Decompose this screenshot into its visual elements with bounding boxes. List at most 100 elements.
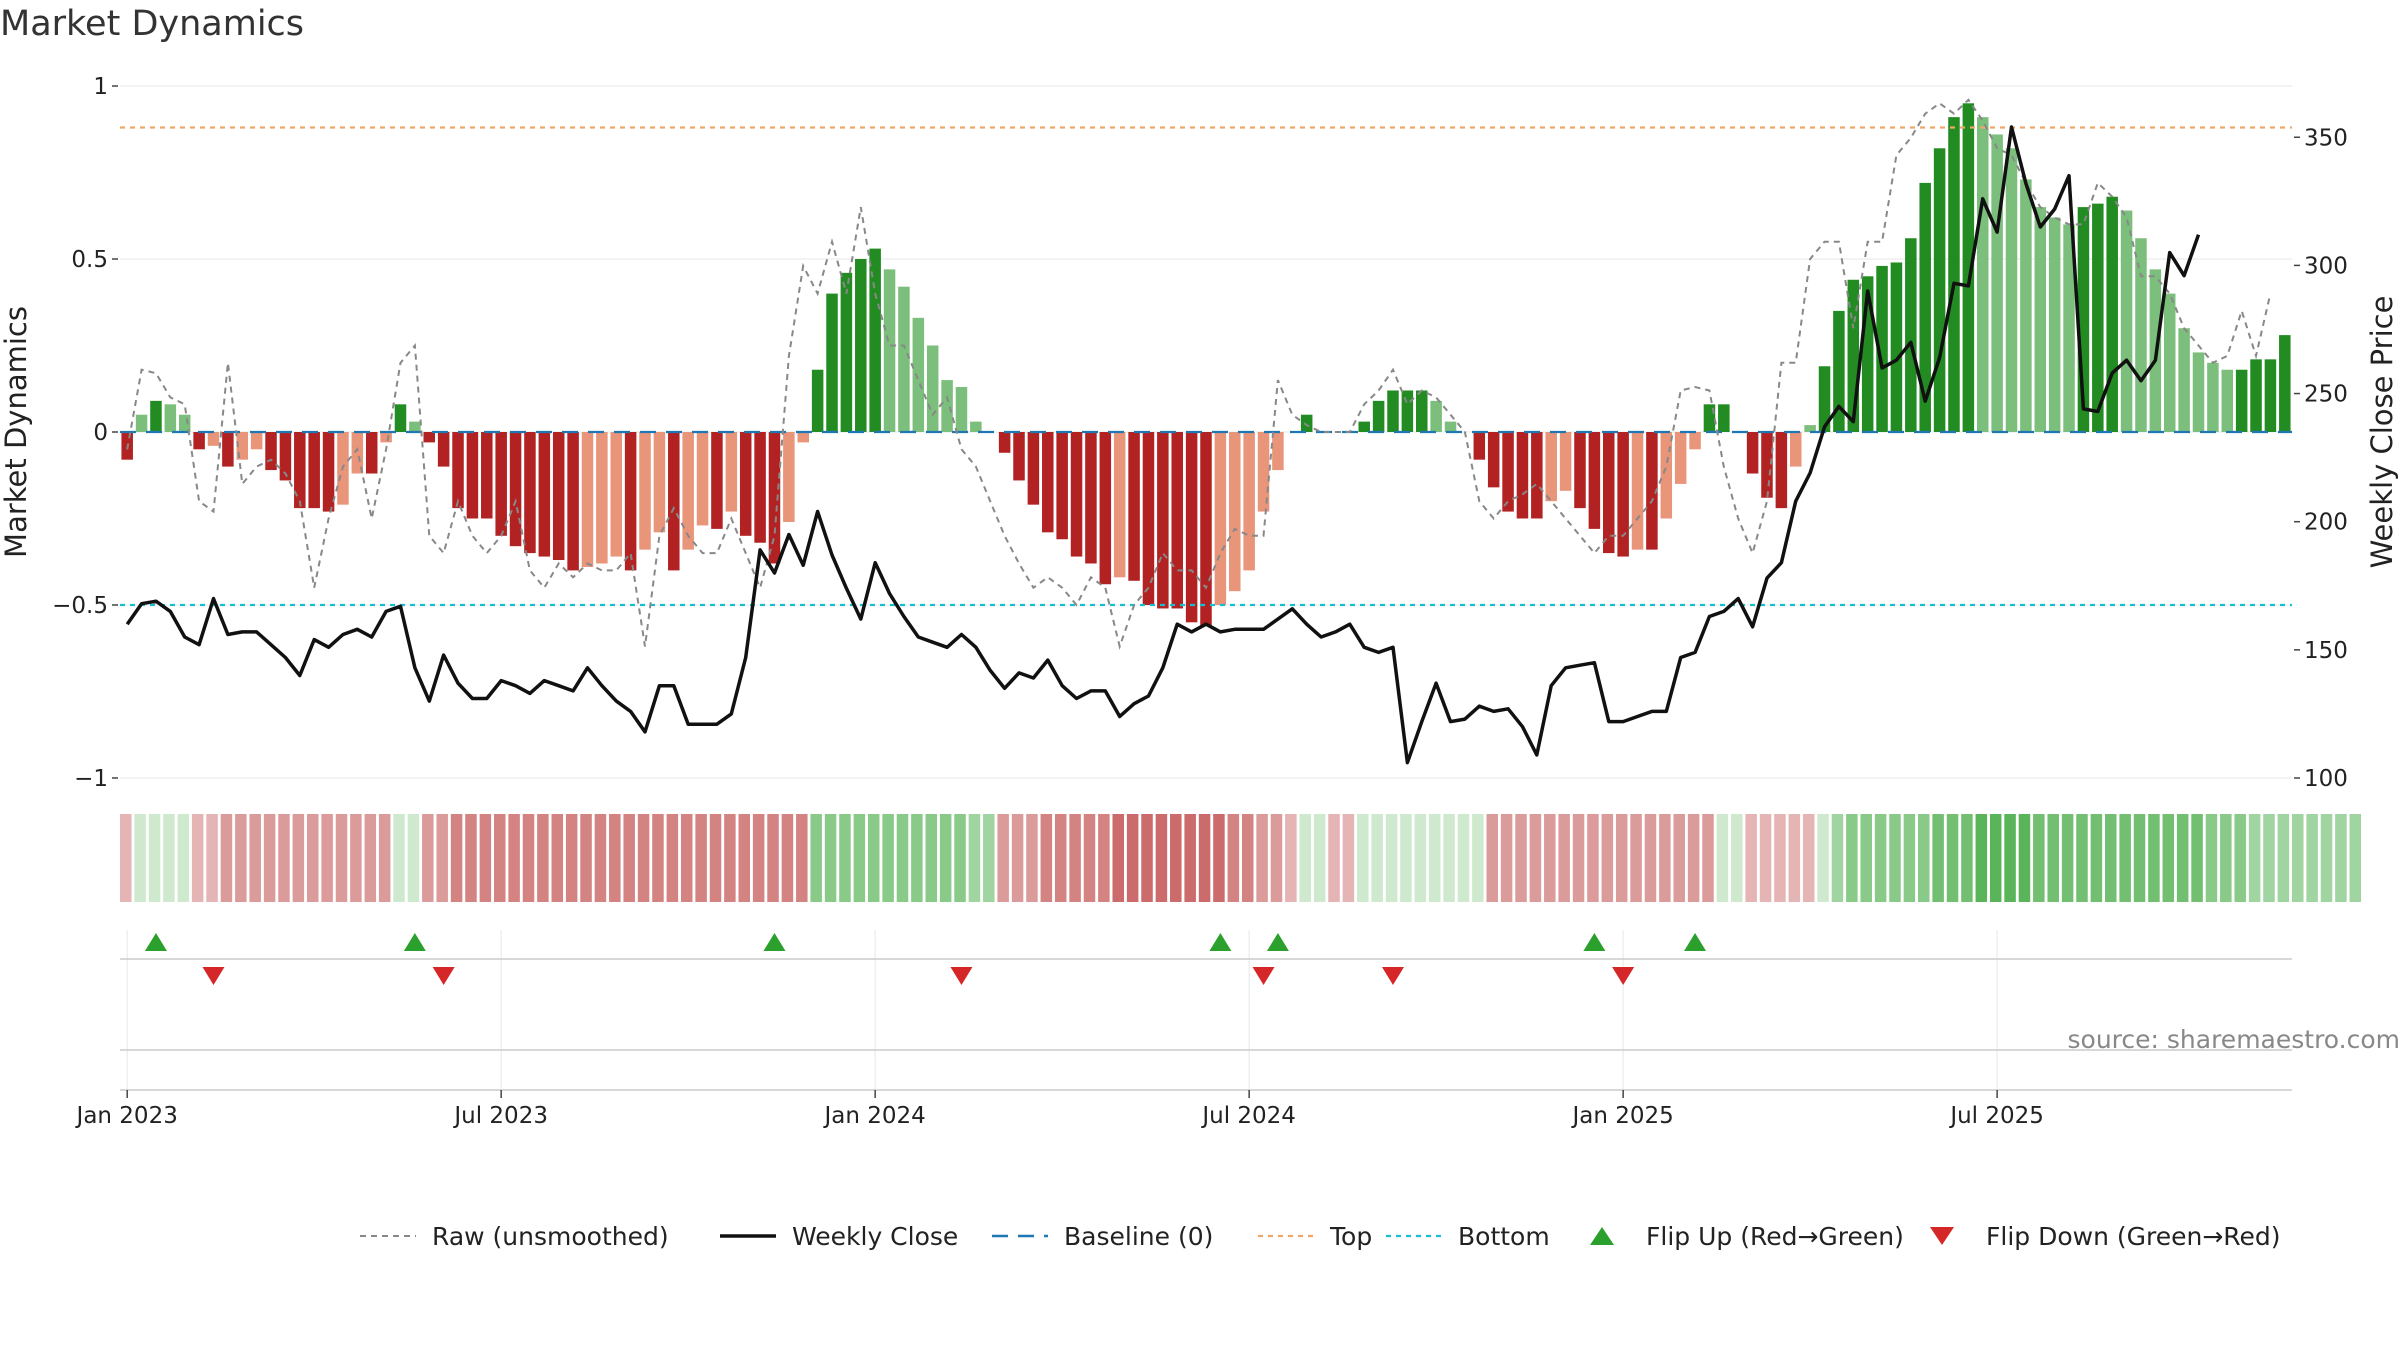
dynamics-bar — [912, 317, 925, 432]
dynamics-bar — [1603, 432, 1615, 554]
dynamics-bar — [840, 272, 853, 432]
dynamics-bar — [2135, 238, 2147, 432]
strip-cell — [666, 814, 679, 902]
strip-cell — [1745, 814, 1757, 902]
strip-cell — [120, 814, 132, 902]
x-tick-label: Jan 2025 — [1570, 1103, 1673, 1129]
dynamics-bar — [1789, 432, 1802, 467]
dynamics-bar — [452, 432, 464, 509]
dynamics-bar — [481, 432, 493, 519]
legend-label: Bottom — [1458, 1222, 1550, 1251]
dynamics-bar — [955, 387, 968, 432]
strip-cell — [709, 814, 722, 902]
strip-cell — [1457, 814, 1470, 902]
y2-tick-label: 300 — [2304, 253, 2348, 279]
legend: Raw (unsmoothed) Weekly Close Baseline (0)… — [360, 1222, 2281, 1251]
dynamics-bar — [869, 248, 881, 432]
strip-cell — [537, 814, 549, 902]
strip-cell — [1659, 814, 1671, 902]
strip-cell — [306, 814, 319, 902]
flip-down-marker — [950, 967, 973, 985]
strip-cell — [911, 814, 923, 902]
strip-cell — [1687, 814, 1700, 902]
dynamics-bar — [1588, 432, 1601, 529]
dynamics-bar — [1214, 432, 1227, 605]
dynamics-bar — [883, 269, 896, 432]
flip-down-marker — [1252, 967, 1275, 985]
strip-cell — [1788, 814, 1801, 902]
strip-cell — [1846, 814, 1858, 902]
dynamics-bar — [1200, 432, 1212, 626]
strip-cell — [1472, 814, 1484, 902]
y-axis-label: Market Dynamics — [0, 306, 33, 558]
strip-cell — [1184, 814, 1196, 902]
strip-cell — [867, 814, 880, 902]
strip-cell — [551, 814, 564, 902]
strip-cell — [2047, 814, 2059, 902]
strip-cell — [2248, 814, 2261, 902]
dynamics-bar — [509, 432, 522, 547]
dynamics-bar — [711, 432, 723, 529]
dynamics-bar — [1674, 432, 1687, 484]
strip-cell — [824, 814, 837, 902]
dynamics-bar — [1387, 390, 1399, 432]
y-tick-label: −0.5 — [52, 593, 108, 619]
flip-up-marker — [1266, 933, 1289, 951]
strip-cell — [781, 814, 794, 902]
flip-down-marker — [202, 967, 225, 985]
dynamics-bar — [150, 400, 162, 432]
dynamics-bar — [2048, 217, 2061, 432]
dynamics-bar — [639, 432, 651, 550]
dynamics-bar — [1646, 432, 1658, 550]
strip-cell — [2292, 814, 2304, 902]
dynamics-bar — [2250, 359, 2262, 432]
source-credit: source: sharemaestro.com — [2068, 1025, 2400, 1054]
dynamics-bar — [2005, 148, 2018, 432]
strip-cell — [1098, 814, 1110, 902]
x-tick-label: Jul 2025 — [1948, 1103, 2044, 1129]
dynamics-bar — [1962, 103, 1975, 433]
dynamics-bar — [1171, 432, 1183, 609]
strip-cell — [1213, 814, 1225, 902]
strip-cell — [2105, 814, 2117, 902]
strip-cell — [350, 814, 362, 902]
strip-cell — [278, 814, 290, 902]
strip-cell — [2191, 814, 2203, 902]
dynamics-bar — [1861, 276, 1874, 432]
dynamics-bar — [1818, 366, 1831, 432]
dynamics-bar — [1976, 117, 1989, 432]
dynamics-bar — [783, 432, 795, 522]
strip-cell — [1256, 814, 1268, 902]
dynamics-bar — [1401, 390, 1414, 432]
dynamics-bar — [1056, 432, 1068, 540]
strip-cell — [2004, 814, 2016, 902]
strip-cell — [2349, 814, 2362, 902]
dynamics-bar — [1430, 400, 1442, 432]
strip-cell — [1572, 814, 1585, 902]
regime-strip — [120, 814, 2362, 902]
dynamics-bar — [1027, 432, 1040, 505]
dynamics-bar — [1761, 432, 1773, 498]
flip-up-marker — [763, 933, 786, 951]
dynamics-bar — [2120, 210, 2133, 432]
dynamics-bar — [1631, 432, 1644, 550]
strip-cell — [594, 814, 607, 902]
dynamics-bar — [222, 432, 234, 467]
dynamics-bar — [1991, 134, 2003, 432]
strip-cell — [1227, 814, 1240, 902]
dynamics-bar — [1847, 279, 1860, 432]
strip-cell — [393, 814, 405, 902]
strip-cell — [1328, 814, 1340, 902]
dynamics-bar — [552, 432, 565, 561]
strip-cell — [724, 814, 736, 902]
legend-item-flip_up: Flip Up (Red→Green) — [1590, 1222, 1904, 1251]
dynamics-bar — [739, 432, 752, 536]
strip-cell — [321, 814, 333, 902]
strip-cell — [1342, 814, 1355, 902]
strip-cell — [522, 814, 535, 902]
strip-cell — [983, 814, 995, 902]
x-tick-label: Jul 2023 — [452, 1103, 548, 1129]
strip-cell — [1702, 814, 1714, 902]
dynamics-bar — [2163, 293, 2176, 432]
dynamics-bar — [596, 432, 608, 564]
